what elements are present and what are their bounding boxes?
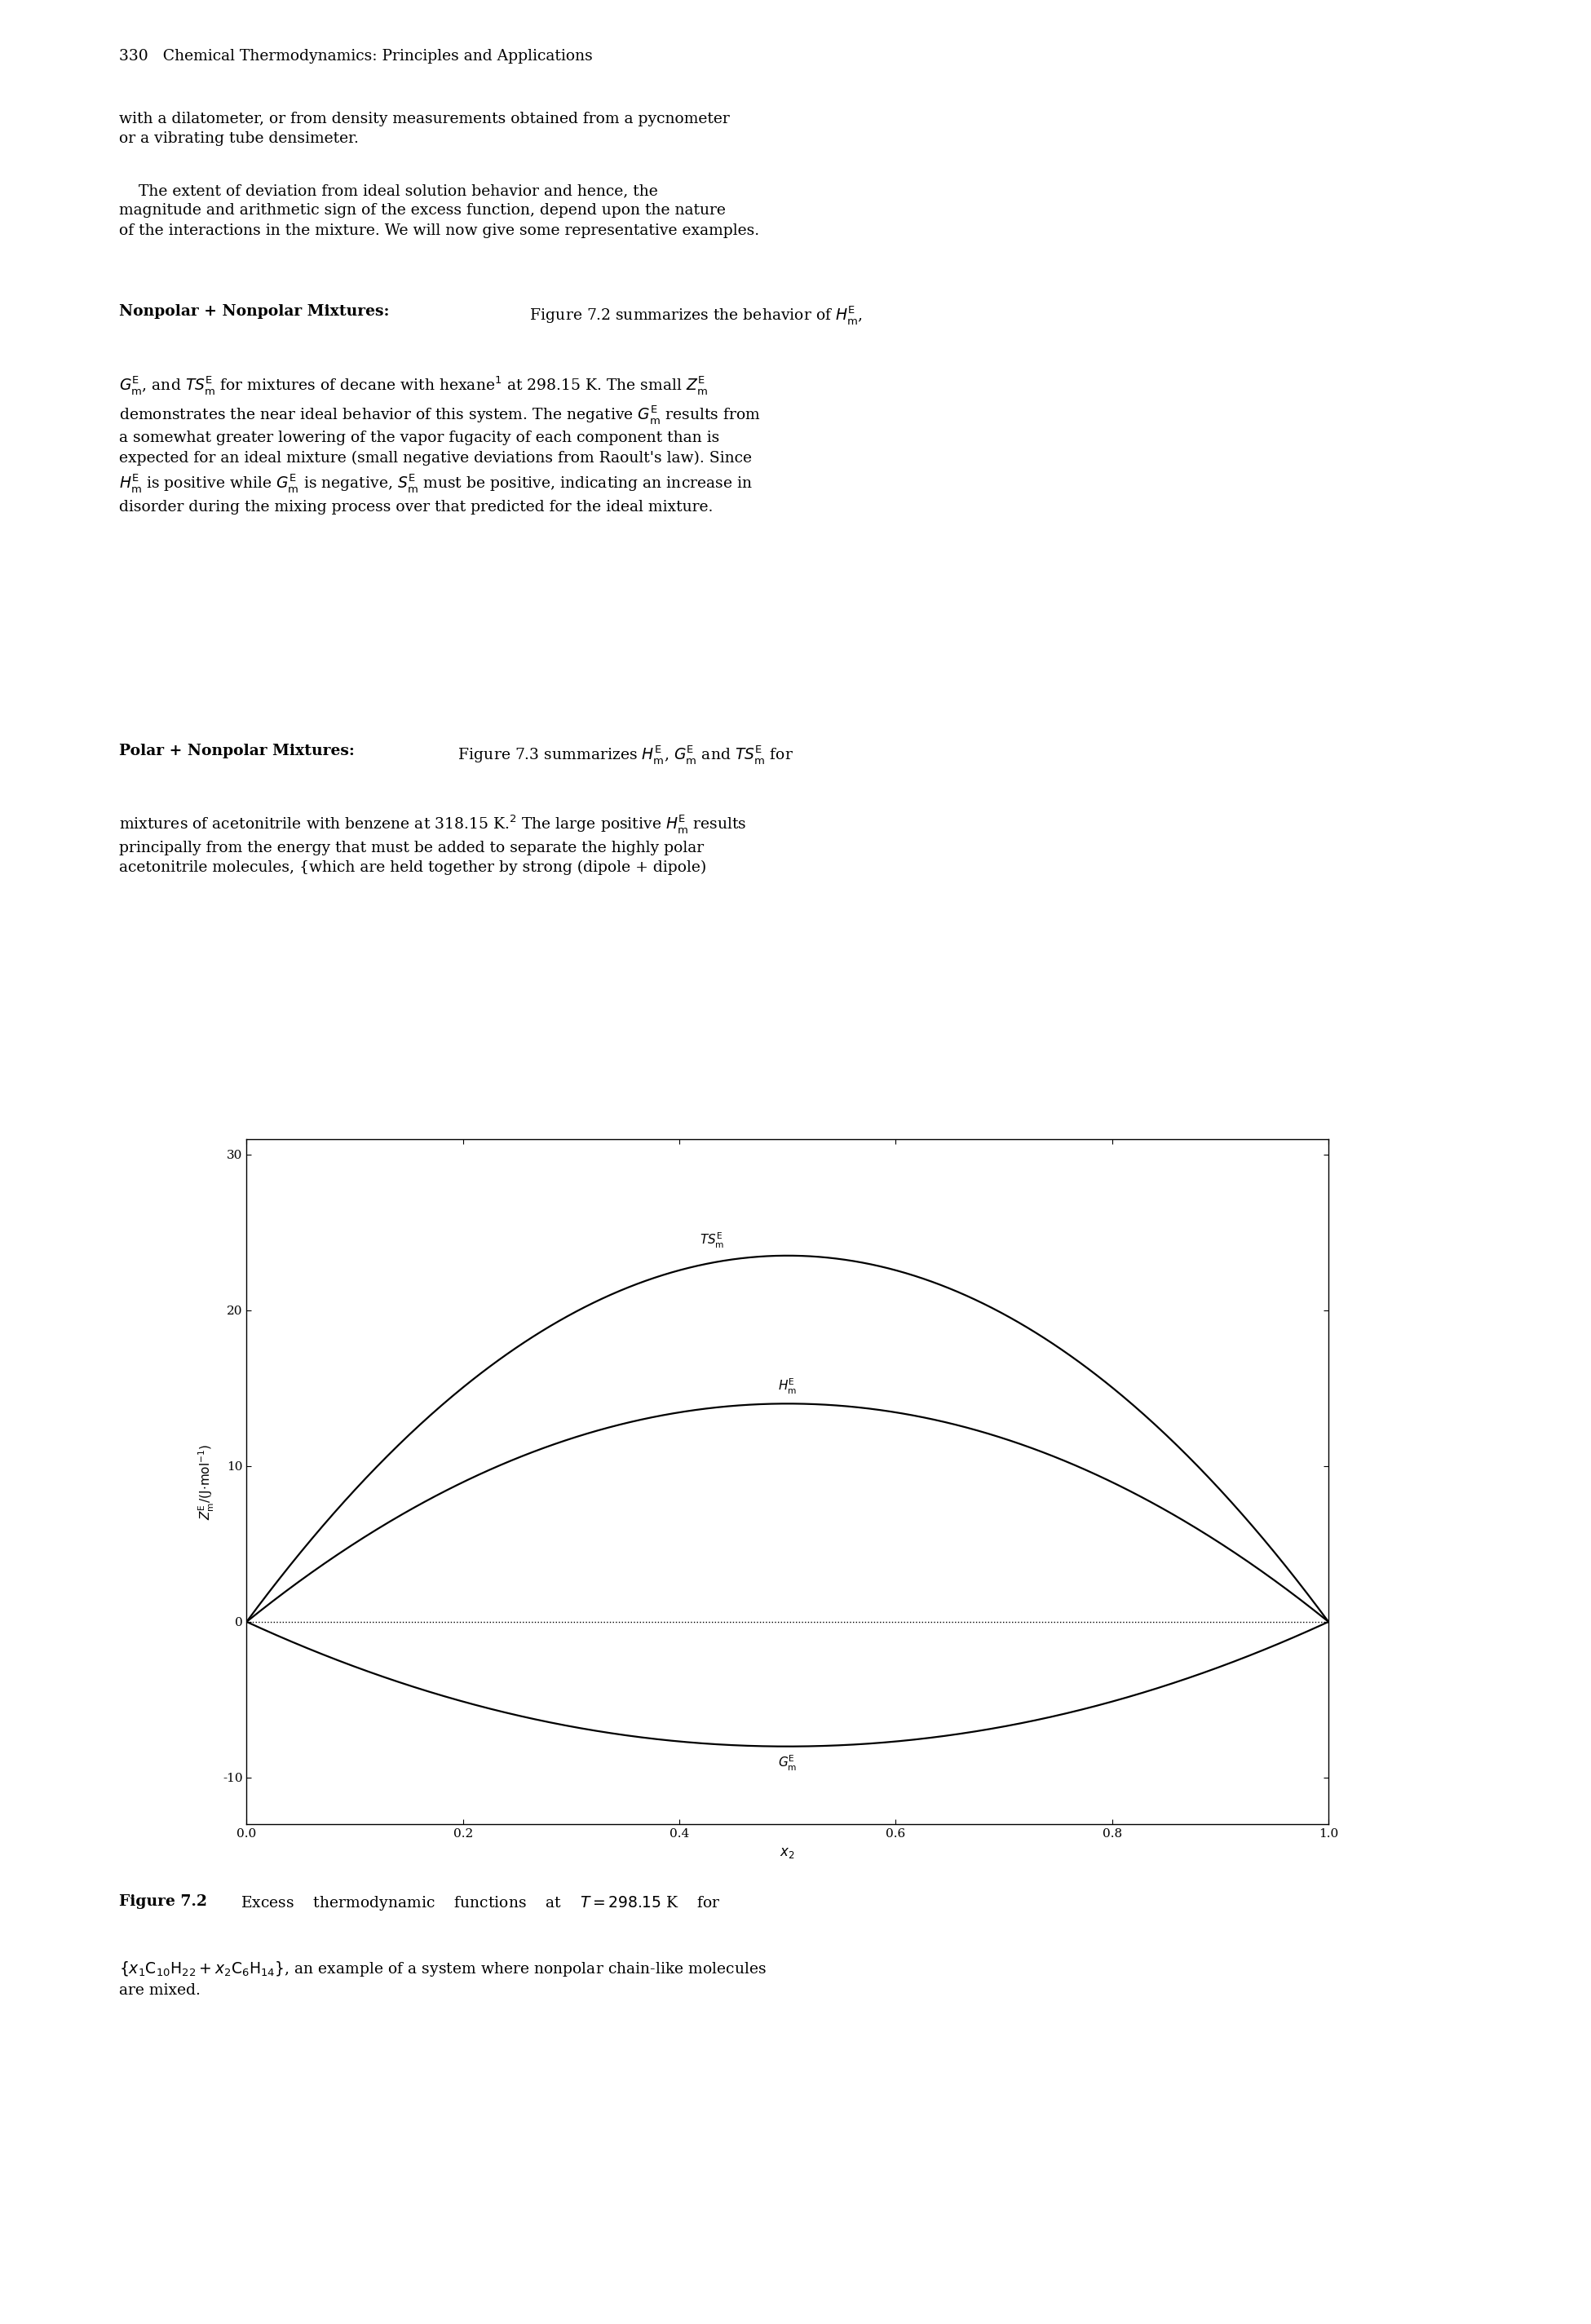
Text: $G_\mathrm{m}^\mathrm{E}$: $G_\mathrm{m}^\mathrm{E}$: [778, 1755, 797, 1773]
Text: $TS_\mathrm{m}^\mathrm{E}$: $TS_\mathrm{m}^\mathrm{E}$: [700, 1232, 724, 1250]
X-axis label: $x_2$: $x_2$: [780, 1848, 796, 1862]
Text: The extent of deviation from ideal solution behavior and hence, the
magnitude an: The extent of deviation from ideal solut…: [119, 184, 759, 237]
Text: $\{x_1\mathrm{C_{10}H_{22}} + x_2\mathrm{C_6H_{14}}\}$, an example of a system w: $\{x_1\mathrm{C_{10}H_{22}} + x_2\mathrm…: [119, 1959, 767, 1999]
Text: Figure 7.2 summarizes the behavior of $H_\mathrm{m}^\mathrm{E}$,: Figure 7.2 summarizes the behavior of $H…: [525, 304, 862, 325]
Text: Nonpolar + Nonpolar Mixtures:: Nonpolar + Nonpolar Mixtures:: [119, 304, 390, 318]
Text: Figure 7.3 summarizes $H_\mathrm{m}^\mathrm{E}$, $G_\mathrm{m}^\mathrm{E}$ and $: Figure 7.3 summarizes $H_\mathrm{m}^\mat…: [453, 744, 794, 765]
Y-axis label: $Z_{\mathrm{m}}^{\mathrm{E}}/(\mathrm{J{\cdot}mol}^{-1})$: $Z_{\mathrm{m}}^{\mathrm{E}}/(\mathrm{J{…: [197, 1443, 216, 1520]
Text: with a dilatometer, or from density measurements obtained from a pycnometer
or a: with a dilatometer, or from density meas…: [119, 112, 730, 146]
Text: 330   Chemical Thermodynamics: Principles and Applications: 330 Chemical Thermodynamics: Principles …: [119, 49, 593, 63]
Text: $H_\mathrm{m}^\mathrm{E}$: $H_\mathrm{m}^\mathrm{E}$: [778, 1376, 797, 1397]
Text: $G_\mathrm{m}^\mathrm{E}$, and $TS_\mathrm{m}^\mathrm{E}$ for mixtures of decane: $G_\mathrm{m}^\mathrm{E}$, and $TS_\math…: [119, 374, 760, 514]
Text: Polar + Nonpolar Mixtures:: Polar + Nonpolar Mixtures:: [119, 744, 355, 758]
Text: mixtures of acetonitrile with benzene at 318.15 K.$^2$ The large positive $H_\ma: mixtures of acetonitrile with benzene at…: [119, 813, 746, 876]
Text: Figure 7.2: Figure 7.2: [119, 1894, 207, 1908]
Text: Excess    thermodynamic    functions    at    $T = 298.15$ K    for: Excess thermodynamic functions at $T = 2…: [240, 1894, 721, 1913]
